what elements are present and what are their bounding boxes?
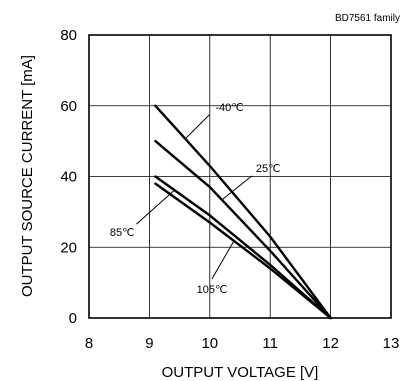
x-axis-label: OUTPUT VOLTAGE [V]: [162, 364, 319, 381]
x-tick-label: 12: [322, 335, 339, 352]
annotation-leader: [221, 175, 253, 201]
y-tick-label: 20: [60, 239, 77, 256]
gridlines: [89, 35, 391, 318]
y-tick-labels: 0 20 40 60 80: [60, 27, 77, 327]
annotation-label: 105℃: [197, 284, 228, 296]
x-tick-label: 10: [201, 335, 218, 352]
annotations: -40℃ 25℃ 85℃ 105℃: [110, 102, 281, 296]
x-tick-label: 13: [383, 335, 400, 352]
series-line-3: [154, 182, 332, 320]
annotation-label: 25℃: [256, 163, 281, 175]
series-line-1: [154, 139, 332, 320]
y-tick-label: 60: [60, 98, 77, 115]
y-tick-label: 0: [69, 310, 77, 327]
series-line-0: [154, 104, 332, 320]
x-tick-label: 9: [145, 335, 153, 352]
y-tick-label: 40: [60, 169, 77, 186]
family-label: BD7561 family: [335, 13, 400, 24]
x-tick-label: 11: [262, 335, 278, 352]
annotation-leader: [136, 189, 175, 225]
series-line-2: [154, 175, 332, 320]
x-tick-labels: 8 9 10 11 12 13: [85, 335, 400, 352]
annotation-leader: [184, 114, 210, 140]
x-tick-label: 8: [85, 335, 93, 352]
y-axis-label: OUTPUT SOURCE CURRENT [mA]: [19, 55, 36, 297]
series-lines: [154, 104, 332, 320]
annotation-label: -40℃: [215, 102, 243, 114]
plot-frame: [88, 34, 392, 319]
annotation-label: 85℃: [110, 227, 135, 239]
annotation-leader: [211, 240, 235, 280]
y-tick-label: 80: [60, 27, 77, 44]
